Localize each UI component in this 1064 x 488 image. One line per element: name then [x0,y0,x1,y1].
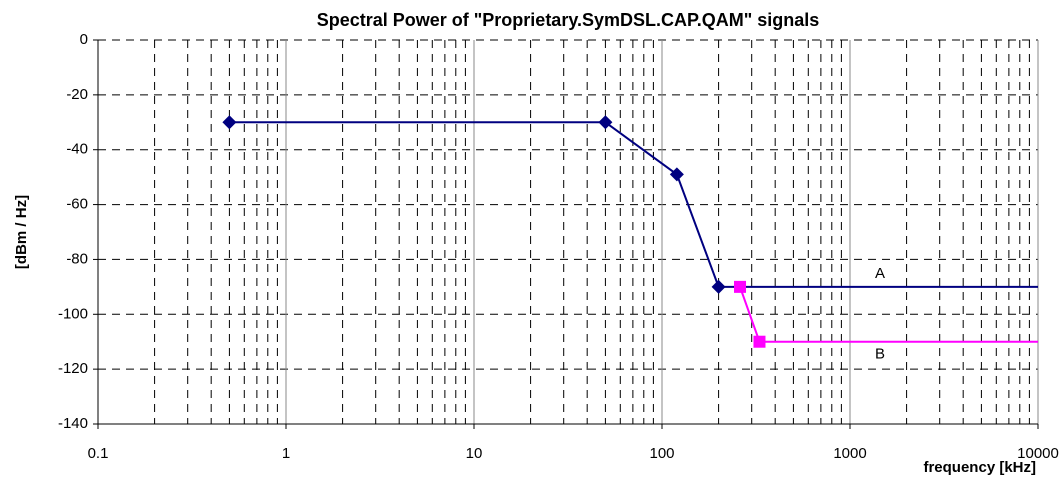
y-tick-label: -120 [58,360,88,377]
marker [222,115,237,130]
y-tick-label: -60 [66,196,88,213]
marker [734,280,747,293]
x-tick-label: 100 [649,445,674,462]
y-tick-label: -20 [66,86,88,103]
x-tick-label: 10 [466,445,483,462]
y-tick-label: -140 [58,415,88,432]
chart-title: Spectral Power of "Proprietary.SymDSL.CA… [317,10,820,30]
y-tick-label: -40 [66,141,88,158]
series-label: B [875,346,885,363]
x-tick-label: 0.1 [88,445,109,462]
series-label: A [875,265,885,282]
marker [711,279,726,294]
marker [598,115,613,130]
x-tick-label: 10000 [1017,445,1059,462]
marker [669,167,684,182]
y-tick-label: -100 [58,305,88,322]
x-axis-label: frequency [kHz] [923,459,1036,476]
marker [753,335,766,348]
x-tick-label: 1000 [833,445,866,462]
y-axis-label: [dBm / Hz] [13,195,30,269]
x-tick-label: 1 [282,445,290,462]
y-tick-label: -80 [66,250,88,267]
y-tick-label: 0 [80,31,88,48]
